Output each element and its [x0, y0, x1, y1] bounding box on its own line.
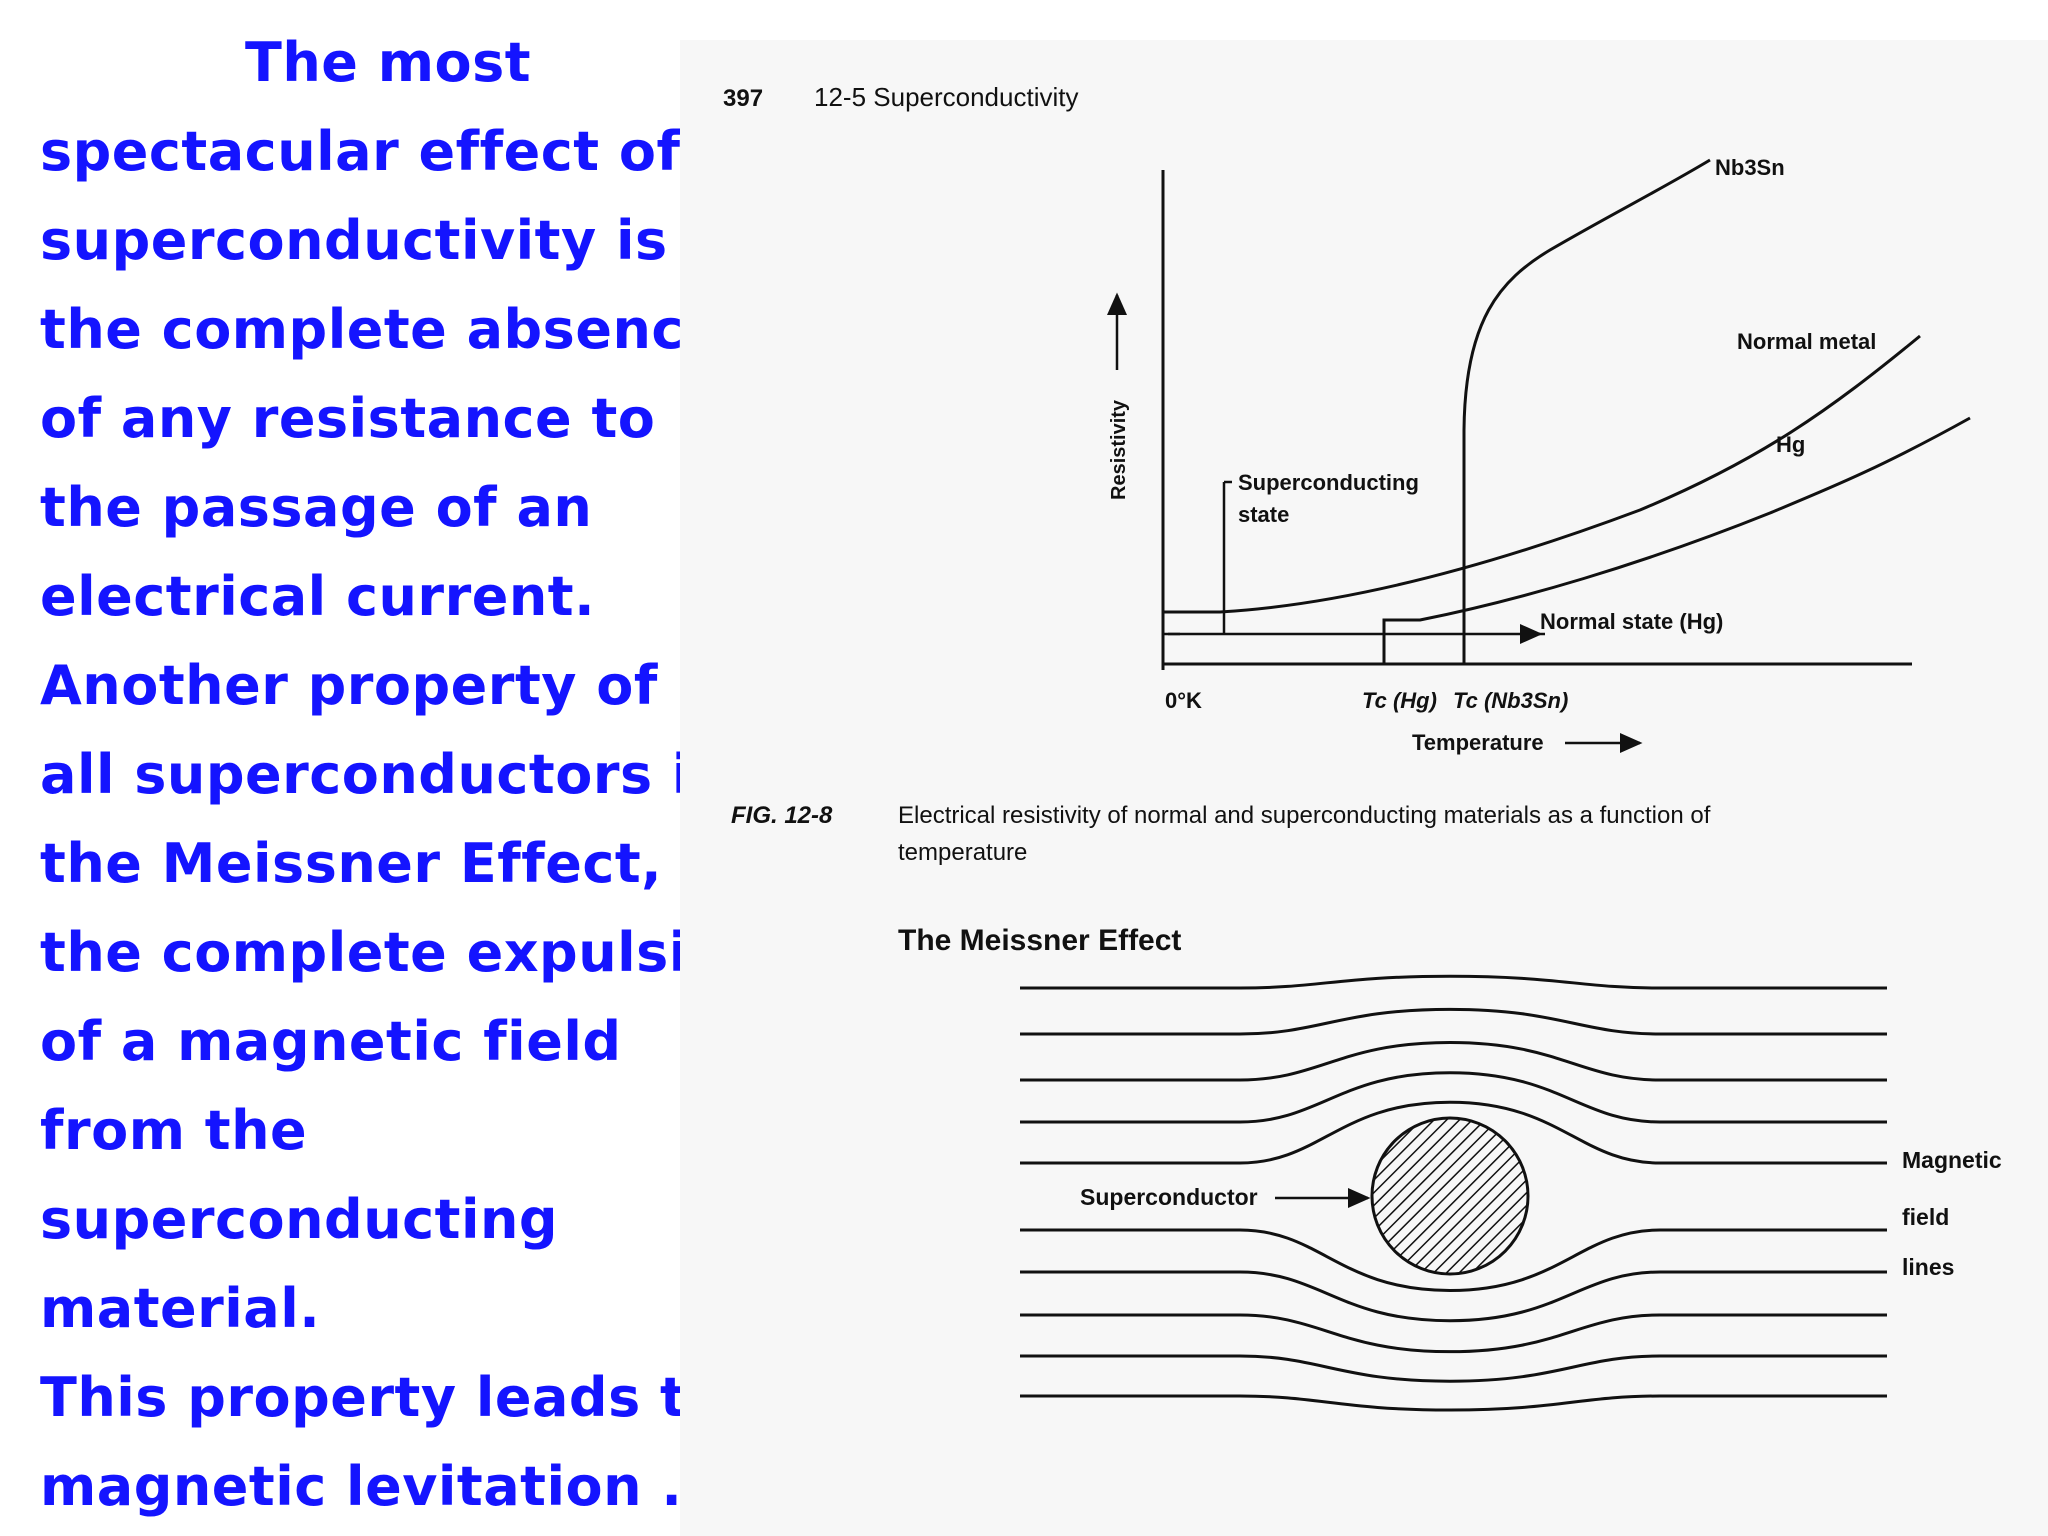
resistivity-graph: Resistivity Superconducting state Normal… [1107, 155, 1971, 755]
figure-caption-continued: temperature [898, 839, 1027, 866]
normal-metal-curve [1163, 334, 1921, 614]
x-axis-label: Temperature [1412, 730, 1544, 755]
slide-text-line: superconductivity is [40, 209, 668, 272]
nb3sn-curve [1462, 158, 1711, 664]
y-axis-label: Resistivity [1108, 399, 1130, 500]
scanned-textbook-page: 397 12-5 Superconductivity Resistivity [680, 40, 2048, 1536]
slide-text-line: This property leads to [40, 1366, 724, 1429]
normal-state-label: Normal state (Hg) [1540, 609, 1723, 634]
slide-body-text: The most spectacular effect of supercond… [40, 18, 765, 1531]
field-label-line1: Magnetic [1902, 1147, 2002, 1173]
field-line [1020, 1228, 1887, 1292]
page-number: 397 [723, 85, 763, 112]
field-line [1020, 1354, 1887, 1383]
field-line [1020, 1100, 1887, 1165]
origin-label: 0°K [1165, 688, 1202, 713]
field-line [1020, 974, 1887, 990]
meissner-diagram: Superconductor Magnetic field lines [1020, 974, 2002, 1412]
field-line [1020, 1394, 1887, 1412]
field-line [1020, 1071, 1887, 1124]
hg-curve [1382, 416, 1971, 664]
field-label-line3: lines [1902, 1254, 1954, 1280]
tc-hg-label: Tc (Hg) [1362, 688, 1437, 713]
slide-text-line: the complete absence [40, 298, 722, 361]
tc-nb3sn-label: Tc (Nb3Sn) [1453, 688, 1568, 713]
slide-text-line: superconducting [40, 1188, 559, 1251]
slide-text-line: Another property of [40, 654, 658, 717]
superconducting-state-label: Superconducting [1238, 470, 1419, 495]
figure-caption: Electrical resistivity of normal and sup… [898, 802, 1711, 829]
normal-metal-label: Normal metal [1737, 329, 1876, 354]
hg-label: Hg [1776, 432, 1805, 457]
slide-text-line: The most [245, 31, 532, 94]
field-label-line2: field [1902, 1204, 1949, 1230]
meissner-title: The Meissner Effect [898, 924, 1181, 957]
textbook-figures: 397 12-5 Superconductivity Resistivity [723, 82, 2002, 1412]
slide-text-line: magnetic levitation . . [40, 1455, 723, 1518]
field-line [1020, 1007, 1887, 1036]
nb3sn-label: Nb3Sn [1715, 155, 1785, 180]
slide-text-line: the complete expulsion [40, 921, 765, 984]
slide-text-line: the Meissner Effect, [40, 832, 663, 895]
field-line [1020, 1270, 1887, 1323]
slide-text-line: of any resistance to [40, 387, 656, 450]
section-title: 12-5 Superconductivity [814, 82, 1078, 112]
slide-text-line: all superconductors is [40, 743, 724, 806]
superconductor-sphere [1370, 1116, 1530, 1276]
field-line [1020, 1040, 1887, 1082]
magnetic-field-lines [1020, 974, 1887, 1412]
superconducting-state-label-2: state [1238, 502, 1289, 527]
field-line [1020, 1313, 1887, 1354]
slide-text-line: spectacular effect of [40, 120, 681, 183]
superconductor-label: Superconductor [1080, 1184, 1258, 1210]
slide-text-line: electrical current. [40, 565, 596, 628]
slide-text-line: from the [40, 1099, 308, 1162]
slide-text-line: material. [40, 1277, 321, 1340]
slide-text-line: of a magnetic field [40, 1010, 622, 1073]
slide-text-line: the passage of an [40, 476, 593, 539]
figure-label: FIG. 12-8 [731, 802, 833, 829]
